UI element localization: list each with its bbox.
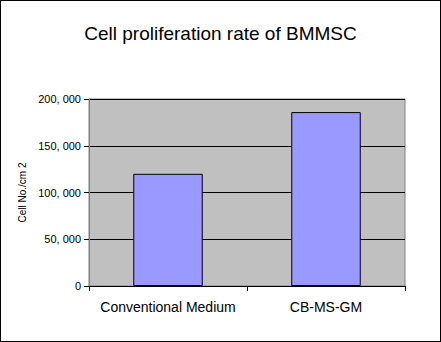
svg-text:150, 000: 150, 000 — [38, 140, 81, 152]
svg-text:50, 000: 50, 000 — [44, 233, 81, 245]
svg-text:0: 0 — [75, 280, 81, 292]
svg-text:Conventional Medium: Conventional Medium — [100, 299, 235, 315]
svg-text:Cell proliferation rate of BMM: Cell proliferation rate of BMMSC — [84, 23, 356, 44]
svg-text:100, 000: 100, 000 — [38, 187, 81, 199]
svg-text:200, 000: 200, 000 — [38, 93, 81, 105]
svg-text:Cell No./cm 2: Cell No./cm 2 — [17, 162, 28, 222]
svg-text:CB-MS-GM: CB-MS-GM — [290, 299, 362, 315]
